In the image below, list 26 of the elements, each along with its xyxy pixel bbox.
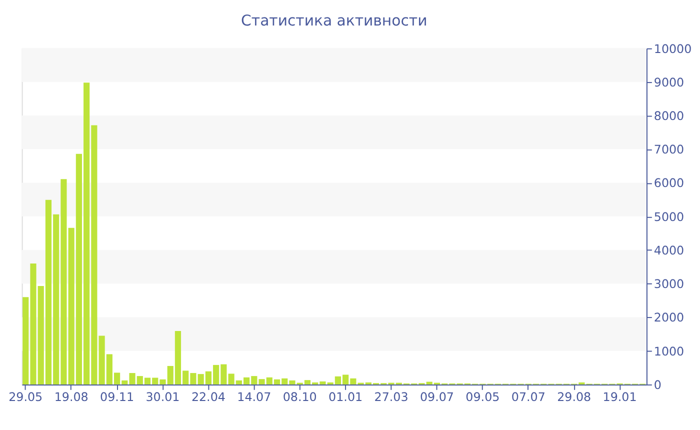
y-tick-label: 9000 bbox=[654, 75, 684, 90]
y-tick-label: 6000 bbox=[654, 176, 684, 190]
x-tick-label: 14.07 bbox=[237, 390, 272, 404]
x-tick-label: 08.10 bbox=[282, 390, 317, 404]
x-tick-label: 22.04 bbox=[191, 390, 226, 404]
x-tick-label: 09.07 bbox=[420, 390, 454, 404]
y-tick-label: 0 bbox=[654, 378, 662, 392]
y-tick-label: 4000 bbox=[654, 243, 684, 258]
x-tick-label: 07.07 bbox=[511, 390, 546, 404]
y-tick-label: 2000 bbox=[654, 310, 684, 325]
x-tick-label: 27.03 bbox=[374, 390, 408, 404]
x-tick-label: 09.11 bbox=[100, 390, 134, 404]
x-tick-label: 29.05 bbox=[8, 390, 43, 404]
y-tick-label: 3000 bbox=[654, 277, 684, 292]
x-tick-label: 29.08 bbox=[557, 390, 592, 404]
x-tick-label: 19.08 bbox=[54, 390, 88, 404]
x-tick-label: 09.05 bbox=[466, 390, 500, 404]
y-tick-label: 8000 bbox=[654, 109, 684, 124]
y-tick-label: 5000 bbox=[654, 210, 684, 224]
x-tick-label: 01.01 bbox=[328, 390, 363, 404]
y-tick-label: 7000 bbox=[654, 142, 684, 157]
chart-title: Статистика активности bbox=[241, 12, 428, 30]
x-tick-label: 30.01 bbox=[146, 390, 180, 404]
y-tick-label: 1000 bbox=[654, 344, 684, 358]
y-tick-label: 10000 bbox=[654, 42, 692, 56]
x-tick-label: 19.01 bbox=[602, 390, 637, 404]
